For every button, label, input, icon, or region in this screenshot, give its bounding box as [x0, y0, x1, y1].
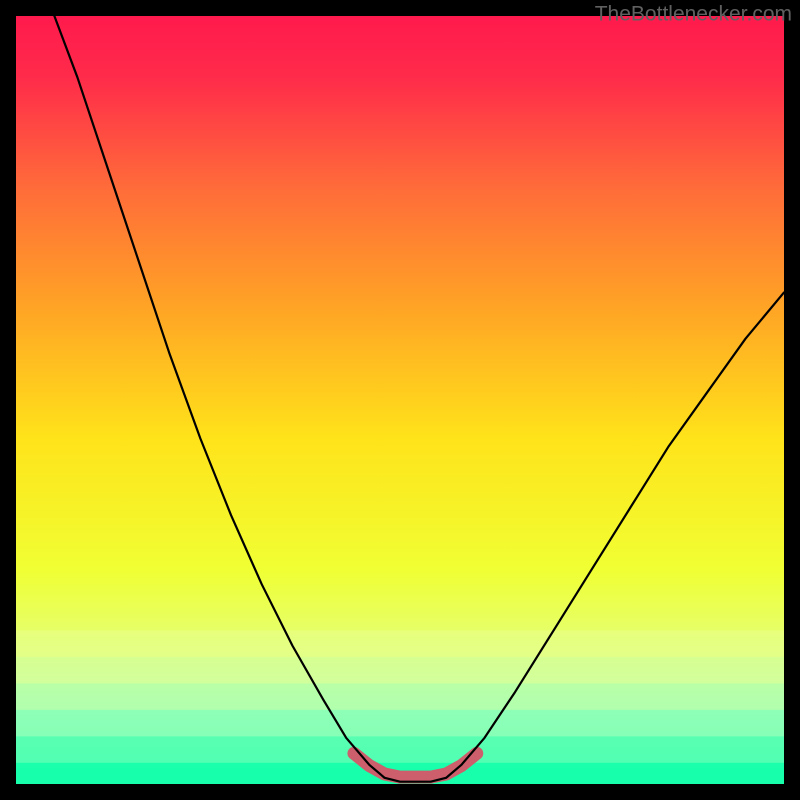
watermark-layer: TheBottlenecker.com: [0, 0, 800, 800]
chart-container: TheBottlenecker.com: [0, 0, 800, 800]
watermark-text: TheBottlenecker.com: [595, 2, 792, 25]
